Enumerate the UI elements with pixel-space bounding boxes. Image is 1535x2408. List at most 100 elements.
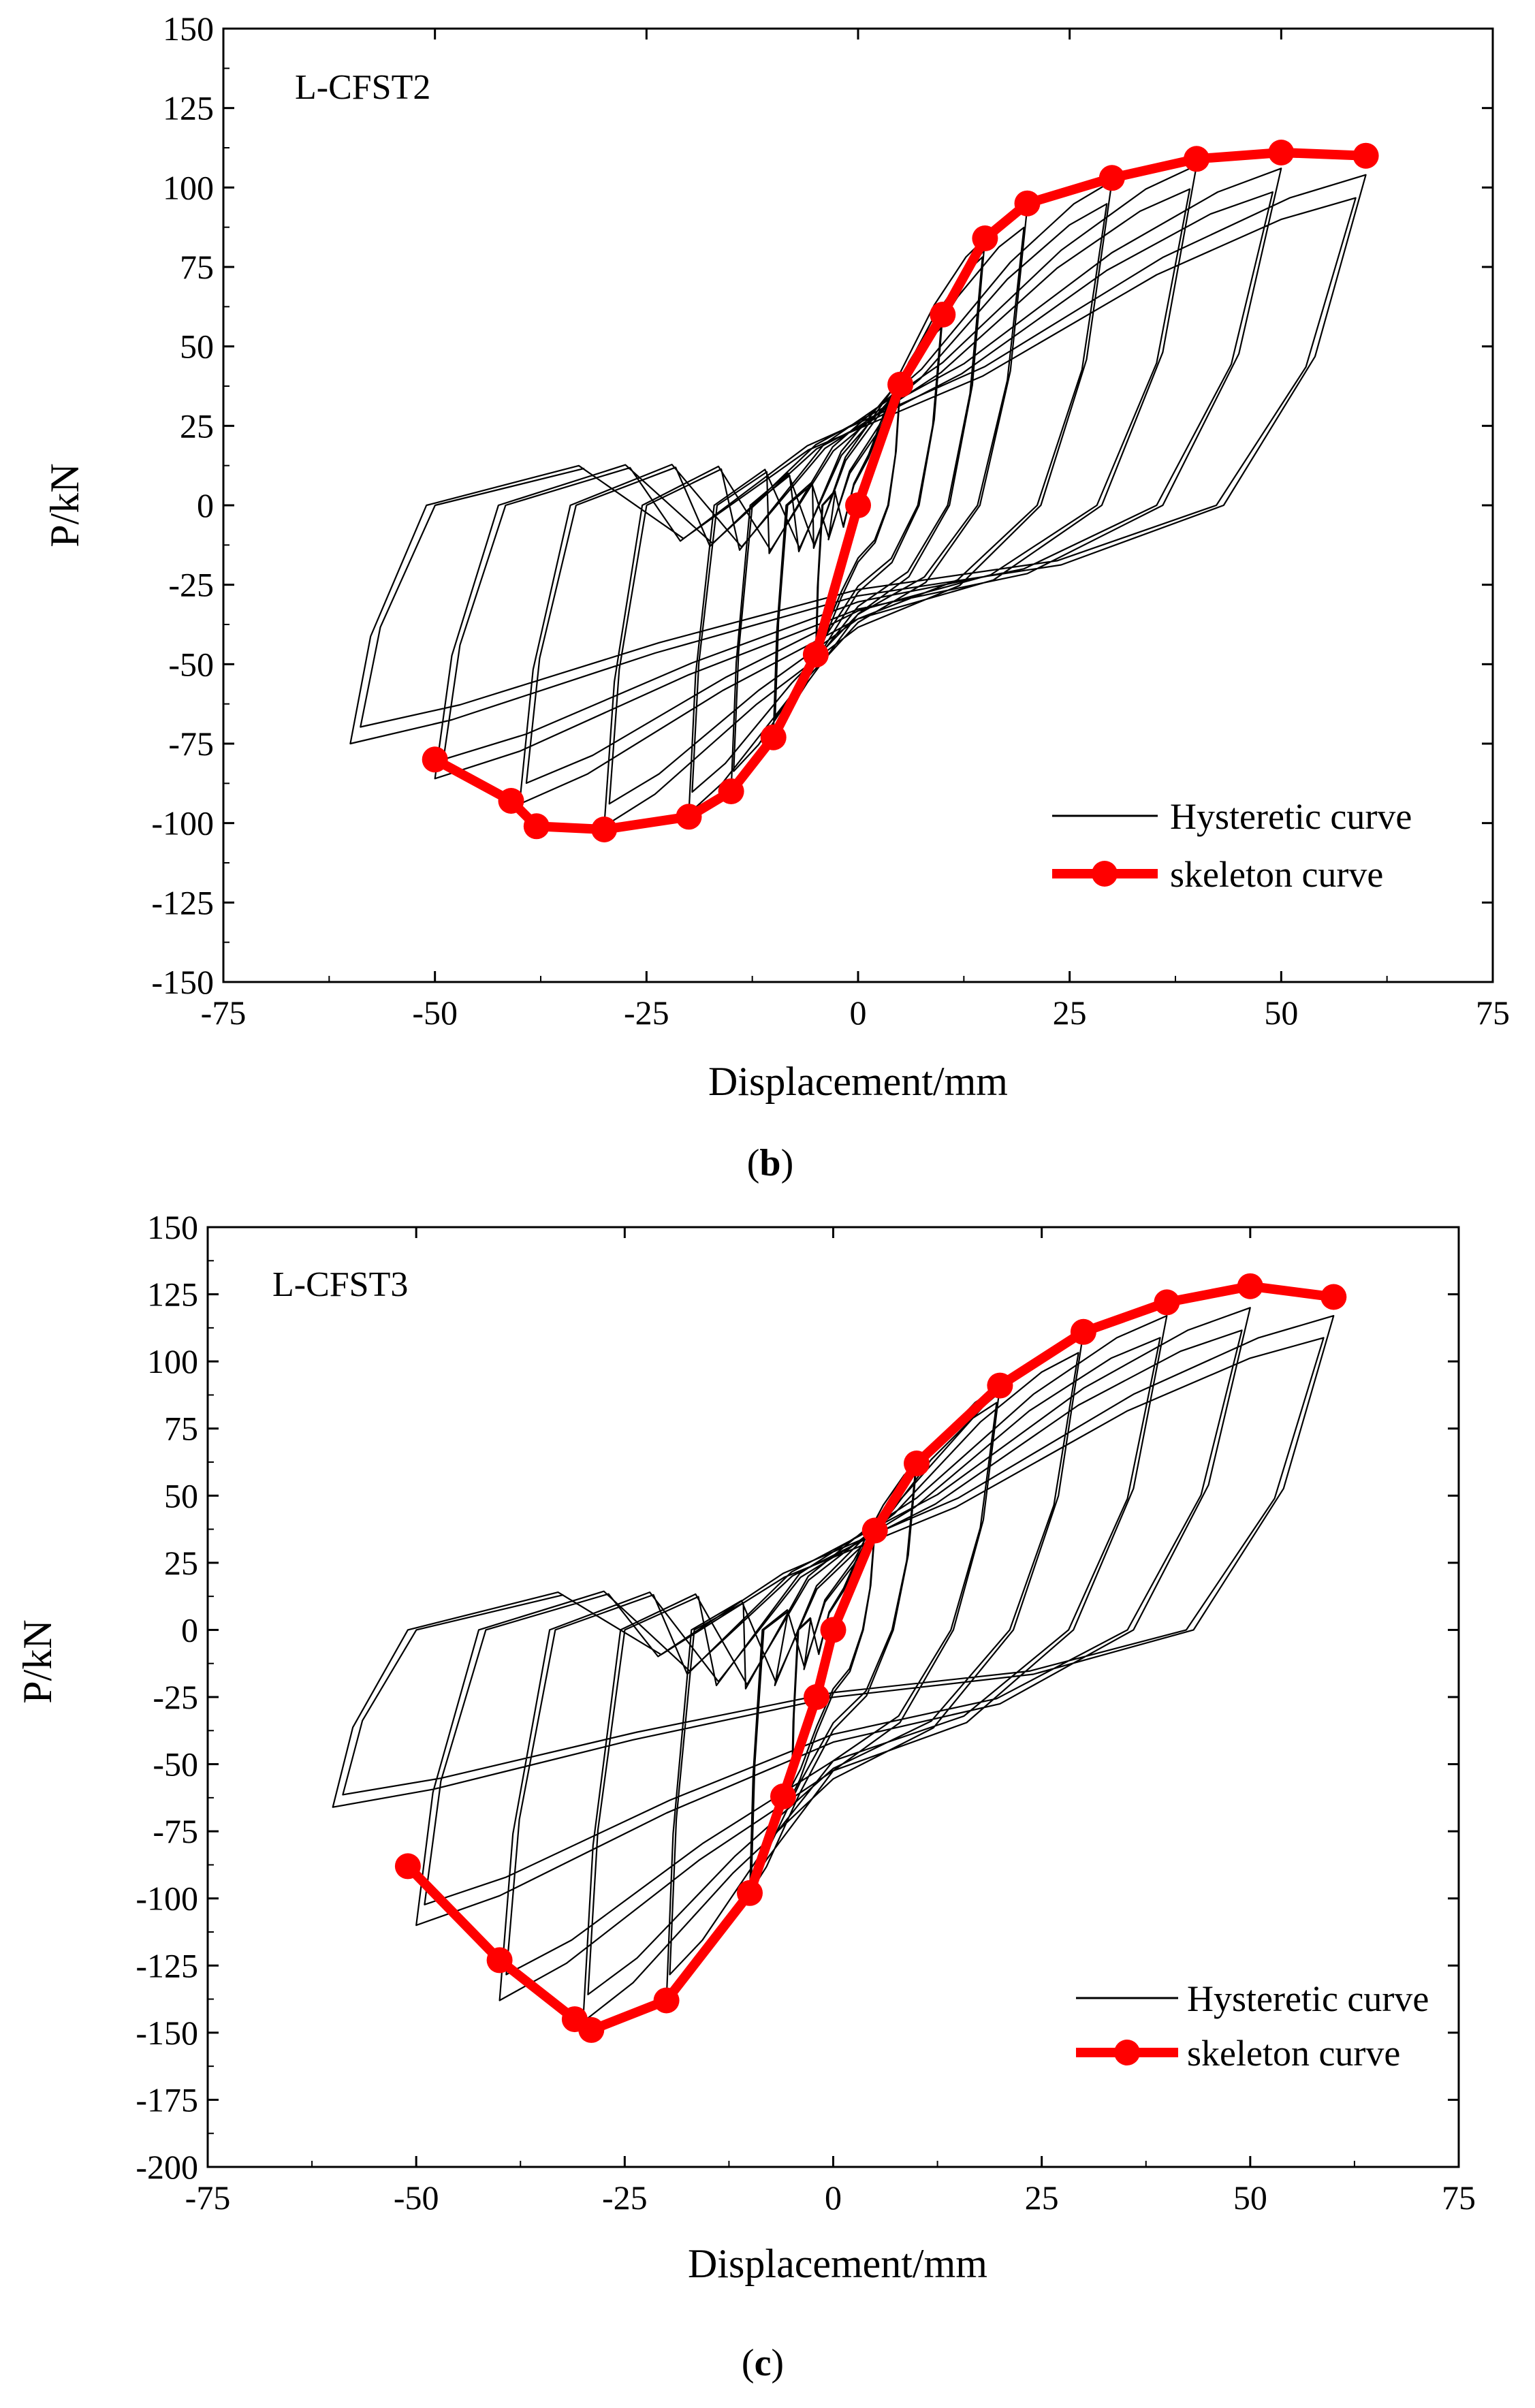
y-tick-label: 0	[197, 486, 214, 524]
skeleton-point	[804, 1684, 829, 1710]
panel-caption-c: (c)	[742, 2342, 784, 2384]
skeleton-point	[1268, 140, 1295, 165]
x-axis-title-b: Displacement/mm	[708, 1059, 1008, 1104]
hysteretic-curves-c	[332, 1307, 1335, 2023]
y-tick-label: 75	[164, 1410, 198, 1448]
skeleton-point	[676, 804, 702, 830]
skeleton-point	[1014, 190, 1041, 217]
y-tick-label: 100	[163, 168, 214, 206]
x-tick-label: -25	[624, 994, 669, 1032]
specimen-label-b: L-CFST2	[295, 68, 430, 107]
skeleton-point	[802, 641, 829, 668]
skeleton-point	[887, 371, 914, 398]
x-tick-label: 75	[1442, 2179, 1476, 2217]
skeleton-point	[1070, 1318, 1096, 1345]
skeleton-point	[845, 492, 871, 518]
skeleton-point	[394, 1853, 421, 1880]
y-tick-label: -50	[168, 645, 214, 683]
y-axis-ticks-b: 150 125 100 75 50 25 0 -25 -50 -75 -100 -125 -150	[151, 10, 1493, 1001]
y-tick-label: -150	[151, 963, 214, 1001]
skeleton-point	[1320, 1284, 1347, 1310]
legend-skeleton-label-c: skeleton curve	[1187, 2033, 1400, 2074]
y-tick-label: -200	[136, 2148, 198, 2186]
y-tick-label: 0	[181, 1611, 198, 1649]
x-axis-title-c: Displacement/mm	[688, 2241, 987, 2286]
legend-skeleton-label-b: skeleton curve	[1170, 854, 1383, 895]
legend-c: Hysteretic curve skeleton curve	[1076, 1978, 1429, 2074]
caption-close-c: )	[771, 2342, 784, 2384]
chart-panel-c: 150 125 100 75 50 25 0 -25 -50 -75 -100 -125 -150 -17…	[15, 1208, 1476, 2384]
y-axis-title-b: P/kN	[42, 463, 87, 547]
skeleton-point	[498, 788, 524, 814]
skeleton-curve-b	[422, 140, 1379, 842]
y-tick-label: -25	[168, 566, 214, 604]
skeleton-point	[987, 1372, 1013, 1399]
specimen-label-c: L-CFST3	[272, 1265, 408, 1304]
plot-area-b	[349, 140, 1379, 842]
panel-caption-b: (b)	[747, 1142, 793, 1184]
x-tick-label: 75	[1476, 994, 1510, 1032]
skeleton-point	[1098, 165, 1125, 191]
skeleton-point	[1352, 142, 1379, 169]
x-tick-label: 50	[1233, 2179, 1267, 2217]
legend-hysteretic-label-c: Hysteretic curve	[1187, 1978, 1429, 2019]
skeleton-point	[930, 302, 956, 328]
skeleton-point	[904, 1451, 930, 1476]
x-tick-label: -25	[602, 2179, 648, 2217]
y-tick-label: 150	[147, 1208, 198, 1246]
skeleton-point	[486, 1947, 513, 1974]
legend-hysteretic-label-b: Hysteretic curve	[1170, 796, 1412, 837]
skeleton-curve-c	[394, 1273, 1347, 2043]
x-axis-ticks-b: -75 -50 -25 0 25 50 75	[201, 29, 1510, 1032]
y-axis-title-c: P/kN	[15, 1619, 60, 1703]
y-tick-label: -175	[136, 2080, 198, 2119]
caption-letter-c: c	[755, 2342, 772, 2384]
skeleton-point	[737, 1880, 763, 1906]
x-tick-label: 25	[1025, 2179, 1059, 2217]
y-axis-ticks-c: 150 125 100 75 50 25 0 -25 -50 -75 -100 -125 -150 -17…	[136, 1208, 1459, 2186]
y-tick-label: 100	[147, 1342, 198, 1380]
y-tick-label: 50	[164, 1476, 198, 1515]
y-tick-label: -75	[153, 1812, 198, 1850]
x-tick-label: 25	[1053, 994, 1087, 1032]
x-tick-label: 0	[850, 994, 867, 1032]
skeleton-point	[760, 724, 787, 750]
legend-skeleton-marker-c	[1114, 2040, 1140, 2065]
y-tick-label: -25	[153, 1678, 198, 1716]
y-tick-label: 125	[163, 89, 214, 127]
caption-letter-b: b	[759, 1142, 780, 1184]
x-tick-label: -50	[394, 2179, 439, 2217]
skeleton-point	[770, 1783, 796, 1809]
skeleton-point	[972, 225, 998, 251]
x-tick-label: -50	[412, 994, 458, 1032]
y-tick-label: 25	[164, 1544, 198, 1582]
skeleton-point	[422, 746, 448, 773]
x-tick-label: 50	[1264, 994, 1298, 1032]
y-tick-label: 125	[147, 1276, 198, 1314]
chart-panel-b: 150 125 100 75 50 25 0 -25 -50 -75 -100 -125 -150 -7…	[42, 10, 1510, 1184]
caption-open-b: (	[747, 1142, 760, 1184]
skeleton-point	[653, 1987, 680, 2014]
plot-area-c	[332, 1273, 1347, 2043]
x-tick-label: -75	[185, 2179, 231, 2217]
y-tick-label: 150	[163, 10, 214, 48]
skeleton-point	[578, 2016, 605, 2043]
y-tick-label: -125	[151, 883, 214, 921]
y-tick-label: -100	[136, 1880, 198, 1918]
y-tick-label: -50	[153, 1745, 198, 1784]
y-tick-label: 75	[180, 248, 214, 286]
caption-close-b: )	[781, 1142, 794, 1184]
legend-b: Hysteretic curve skeleton curve	[1052, 796, 1412, 895]
skeleton-point	[1154, 1289, 1180, 1316]
y-tick-label: -75	[168, 725, 214, 763]
skeleton-point	[1237, 1273, 1263, 1299]
skeleton-point	[1184, 146, 1210, 172]
skeleton-point	[523, 813, 550, 840]
hysteretic-curve-line	[332, 1307, 1335, 2023]
y-tick-label: -100	[151, 804, 214, 842]
y-tick-label: -125	[136, 1946, 198, 1984]
y-tick-label: 50	[180, 328, 214, 366]
skeleton-point	[591, 817, 618, 842]
